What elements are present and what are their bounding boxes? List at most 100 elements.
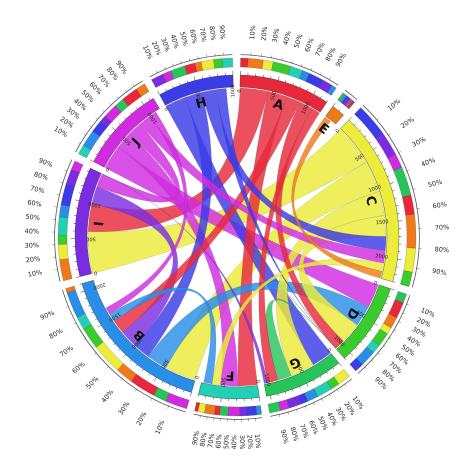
outer-track-1-H-2 [170, 65, 188, 80]
percent-tick [406, 169, 410, 171]
percent-label-B-20%: 20% [135, 410, 149, 427]
segment-label-F: F [225, 367, 235, 382]
outer-track-1-I-4 [59, 204, 70, 218]
axis-tick [332, 102, 336, 107]
axis-tick [381, 309, 384, 312]
tick-label-G-500: 500 [295, 363, 305, 374]
outer-track-1-A-rest [327, 85, 337, 96]
axis-tick [332, 367, 335, 370]
axis-tick [306, 383, 309, 388]
percent-label-I-50%: 50% [25, 213, 40, 222]
outer-track-1-F-3 [227, 406, 240, 417]
percent-label-F-80%: 80% [198, 432, 208, 448]
segment-H [159, 74, 234, 106]
tick-label-I-1000: 1000 [88, 200, 102, 209]
axis-tick [397, 259, 402, 261]
percent-label-F-60%: 60% [214, 434, 223, 449]
percent-tick [296, 408, 298, 412]
percent-tick [64, 169, 68, 172]
tick-label-C-2000: 2000 [375, 253, 388, 261]
axis-tick [97, 325, 102, 328]
outer-track-1-H-7 [221, 57, 233, 68]
outer-track-1-A-2 [261, 59, 274, 71]
percent-label-B-30%: 30% [117, 400, 132, 416]
axis-tick [284, 391, 287, 394]
axis-tick [384, 302, 388, 305]
percent-label-B-10%: 10% [154, 419, 167, 435]
percent-tick [398, 151, 402, 153]
percent-tick [319, 72, 322, 76]
axis-tick [108, 337, 111, 340]
percent-label-C-10%: 10% [386, 97, 402, 112]
segment-B [81, 279, 196, 393]
axis-tick [165, 89, 167, 92]
outer-track-1-H-6 [213, 58, 223, 69]
outer-track-1-F-1 [245, 405, 257, 416]
axis-tick [384, 168, 387, 170]
axis-tick [365, 335, 368, 338]
tick-label-G-0: 0 [325, 347, 332, 353]
axis-tick [80, 290, 85, 293]
axis-tick [83, 177, 86, 180]
segment-J [93, 98, 160, 168]
tick-label-B-500: 500 [159, 358, 169, 369]
percent-label-B-50%: 50% [84, 375, 100, 391]
axis-tick [390, 288, 395, 291]
axis-tick [380, 161, 384, 163]
percent-tick [310, 67, 313, 71]
percent-label-C-20%: 20% [399, 115, 415, 130]
outer-track-1-C-4 [402, 194, 415, 216]
percent-label-C-50%: 50% [427, 178, 443, 189]
percent-tick [328, 77, 331, 81]
chord-ribbons [87, 87, 387, 387]
outer-track-1-C-7 [400, 270, 413, 287]
percent-tick [344, 383, 347, 387]
percent-tick [278, 414, 280, 418]
axis-tick [360, 341, 363, 344]
axis-tick [129, 112, 132, 115]
axis-tick [373, 323, 378, 326]
tick-label-C-1000: 1000 [368, 184, 382, 194]
percent-label-I-90%: 90% [37, 156, 53, 169]
segment-F [198, 382, 260, 400]
segment-D [336, 284, 391, 359]
axis-tick [259, 397, 261, 402]
percent-tick [156, 70, 158, 74]
axis-tick [292, 389, 294, 392]
percent-label-A-50%: 50% [292, 33, 304, 49]
axis-tick [141, 101, 144, 105]
axis-tick [313, 379, 315, 382]
percent-tick [83, 133, 87, 136]
ribbon-H-B [134, 92, 212, 357]
outer-track-1-A-3 [271, 61, 291, 75]
percent-tick [312, 402, 315, 406]
percent-tick [398, 321, 402, 323]
tick-label-B-0: 0 [193, 375, 200, 380]
tick-label-G-1000: 1000 [263, 373, 271, 387]
outer-track-1-I-5 [60, 183, 75, 207]
axis-tick [148, 98, 151, 101]
percent-tick [172, 63, 174, 67]
percent-tick [301, 63, 303, 67]
percent-label-H-50%: 50% [178, 31, 189, 47]
percent-label-F-70%: 70% [206, 433, 216, 448]
percent-label-F-30%: 30% [238, 435, 246, 450]
axis-tick [299, 386, 301, 389]
ribbon-B-F [109, 287, 217, 385]
percent-tick [120, 378, 123, 381]
percent-label-A-40%: 40% [282, 30, 293, 46]
outer-track-1-I-0 [59, 258, 73, 281]
percent-label-H-90%: 90% [218, 25, 227, 40]
segment-label-H: H [194, 95, 208, 112]
axis-tick [344, 358, 347, 361]
percent-tick [329, 393, 331, 397]
percent-tick [116, 96, 120, 99]
percent-label-C-70%: 70% [435, 223, 450, 232]
percent-tick [89, 125, 92, 128]
percent-label-C-60%: 60% [432, 200, 448, 210]
outer-track-1-H-5 [200, 59, 215, 71]
percent-label-A-60%: 60% [303, 37, 316, 53]
segment-label-A: A [271, 97, 285, 114]
axis-tick [89, 159, 94, 162]
outer-track-1-I-7 [71, 160, 84, 173]
